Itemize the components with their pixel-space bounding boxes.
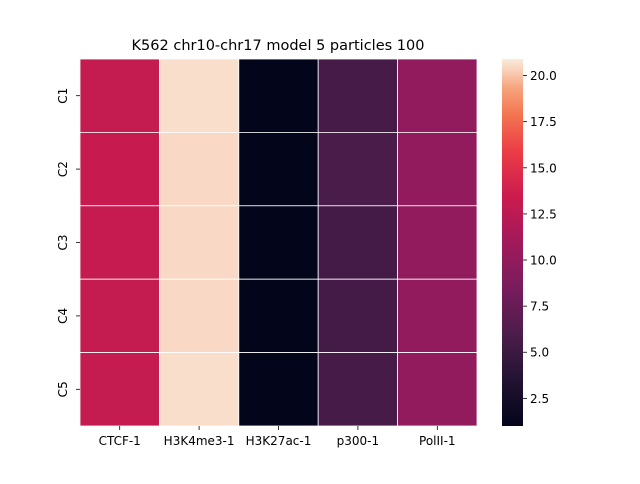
heatmap-cell (397, 58, 478, 133)
colorbar-tick-label: 12.5 (530, 207, 557, 221)
colorbar-tick-label: 5.0 (530, 346, 549, 360)
y-tick-label: C5 (56, 381, 70, 397)
colorbar-ticks: 2.5 5.0 7.5 10.0 12.5 15.0 17.5 20.0 (523, 69, 557, 406)
heatmap-cell (79, 205, 160, 280)
heatmap-cell (79, 58, 160, 133)
heatmap-cell (158, 278, 240, 354)
heatmap-cell (238, 205, 319, 280)
x-tick-label: CTCF-1 (99, 434, 141, 448)
heatmap-cell (238, 352, 319, 427)
colorbar-tick-label: 7.5 (530, 300, 549, 314)
y-tick-label: C4 (56, 308, 70, 324)
heatmap-cell (317, 58, 399, 133)
heatmap-cell (238, 131, 319, 207)
heatmap-cell (79, 352, 160, 427)
x-tick-label: p300-1 (337, 434, 380, 448)
chart-title: K562 chr10-chr17 model 5 particles 100 (132, 38, 425, 54)
heatmap-cell (238, 58, 319, 133)
heatmap-cell (238, 278, 319, 354)
x-tick-label: H3K27ac-1 (246, 434, 312, 448)
y-tick-label: C3 (56, 234, 70, 250)
heatmap-cell (158, 58, 240, 133)
y-tick-label: C1 (56, 88, 70, 104)
x-tick-label: H3K4me3-1 (164, 434, 235, 448)
colorbar-tick-label: 10.0 (530, 254, 557, 268)
heatmap-cell (397, 131, 478, 207)
heatmap-cell (79, 278, 160, 354)
colorbar-tick-label: 2.5 (530, 392, 549, 406)
heatmap-cell (397, 278, 478, 354)
heatmap-cell (397, 205, 478, 280)
heatmap-cell (158, 205, 240, 280)
y-tick-label: C2 (56, 161, 70, 177)
heatmap-cell (158, 131, 240, 207)
colorbar-gradient (502, 59, 523, 426)
colorbar: 2.5 5.0 7.5 10.0 12.5 15.0 17.5 20.0 (502, 59, 557, 426)
heatmap-cell (79, 131, 160, 207)
heatmap-cell (397, 352, 478, 427)
colorbar-tick-label: 17.5 (530, 115, 557, 129)
colorbar-tick-label: 20.0 (530, 69, 557, 83)
heatmap-cell (317, 205, 399, 280)
heatmap-cell (317, 352, 399, 427)
x-tick-label: PolII-1 (419, 434, 456, 448)
heatmap-cell (158, 352, 240, 427)
heatmap-cell (317, 278, 399, 354)
x-axis: CTCF-1 H3K4me3-1 H3K27ac-1 p300-1 PolII-1 (99, 426, 456, 448)
heatmap-cell (317, 131, 399, 207)
colorbar-tick-label: 15.0 (530, 161, 557, 175)
y-axis: C1 C2 C3 C4 C5 (56, 88, 80, 397)
heatmap-cells (79, 58, 478, 427)
